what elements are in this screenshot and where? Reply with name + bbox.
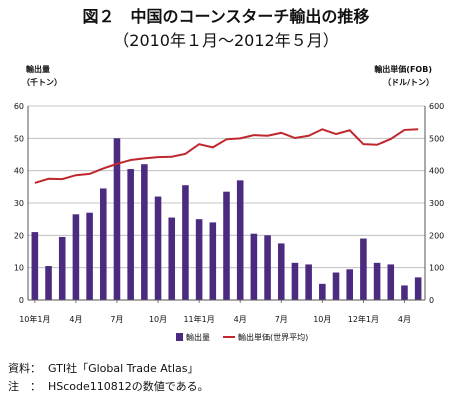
bar: [223, 191, 230, 300]
footnote: 注 ： HScode110812の数値である。: [8, 380, 209, 394]
bar: [58, 236, 66, 300]
x-tick-label: 11年1月: [183, 314, 214, 324]
bar: [86, 212, 93, 300]
bar: [100, 188, 107, 300]
legend-label-line: 輸出単価(世界平均): [238, 332, 308, 342]
price-line: [34, 128, 419, 184]
x-tick-label: 12年1月: [348, 314, 379, 324]
bar: [250, 233, 258, 300]
bar: [264, 235, 271, 300]
bar: [195, 219, 203, 300]
y-right-tick-label: 300: [429, 199, 444, 208]
x-tick-label: 10月: [149, 315, 167, 324]
x-tick-label: 7月: [275, 315, 288, 324]
y-left-label-line2: （千トン）: [22, 78, 62, 87]
bar: [141, 164, 148, 300]
y-left-tick-label: 50: [14, 134, 24, 143]
chart-plot: 0 0 10 100 20 200 30 300 40 400 50 500 60 600 10年1月 4月 7…: [14, 102, 444, 342]
y-right-tick-label: 200: [429, 231, 444, 240]
bar: [182, 185, 189, 300]
x-tick-label: 4月: [398, 315, 411, 324]
bar: [209, 222, 217, 300]
y-right-tick-label: 600: [429, 102, 444, 111]
x-tick-label: 4月: [234, 315, 247, 324]
bar: [236, 180, 244, 300]
y-left-tick-label: 40: [14, 167, 24, 176]
y-left-tick-label: 20: [14, 231, 24, 240]
y-right-tick-label: 100: [429, 264, 444, 273]
y-right-label-line2: （ドル/トン）: [383, 78, 434, 87]
bar: [360, 238, 367, 300]
bar: [154, 196, 162, 300]
bar: [401, 285, 408, 300]
y-right-tick-label: 0: [429, 296, 434, 305]
y-left-tick-label: 60: [14, 102, 24, 111]
bar: [414, 277, 422, 300]
source-text: GTI社「Global Trade Atlas」: [48, 362, 199, 375]
y-right-tick-label: 500: [429, 134, 444, 143]
chart-subtitle: （2010年１月～2012年５月）: [113, 31, 339, 50]
bar: [305, 264, 312, 300]
y-left-tick-label: 10: [14, 264, 24, 273]
y-left-tick-label: 0: [19, 296, 24, 305]
chart-title: 図２ 中国のコーンスターチ輸出の推移: [82, 7, 370, 26]
source-label: 資料：: [8, 362, 41, 375]
bar: [168, 217, 176, 300]
bar: [332, 272, 340, 300]
bar: [45, 266, 52, 300]
x-tick-label: 7月: [110, 315, 123, 324]
legend-swatch-bar: [176, 333, 183, 341]
bar: [277, 243, 285, 300]
bar: [127, 169, 134, 300]
legend-label-bar: 輸出量: [186, 332, 210, 342]
source-note: 資料： GTI社「Global Trade Atlas」: [8, 362, 198, 376]
x-tick-label: 10月: [313, 315, 331, 324]
footnote-label: 注 ：: [8, 380, 41, 393]
footnote-text: HScode110812の数値である。: [48, 380, 209, 393]
bar: [113, 138, 121, 300]
bar: [373, 262, 381, 300]
x-tick-label: 10年1月: [19, 314, 50, 324]
y-right-label-line1: 輸出単価(FOB): [374, 65, 432, 74]
y-left-label-line1: 輸出量: [26, 65, 50, 74]
bar: [31, 232, 39, 300]
bar: [387, 264, 395, 300]
x-tick-label: 4月: [69, 315, 82, 324]
y-left-tick-label: 30: [14, 199, 24, 208]
bar: [72, 214, 80, 300]
bar: [319, 283, 326, 300]
bar: [346, 269, 353, 300]
y-right-tick-label: 400: [429, 167, 444, 176]
bar: [291, 262, 299, 300]
